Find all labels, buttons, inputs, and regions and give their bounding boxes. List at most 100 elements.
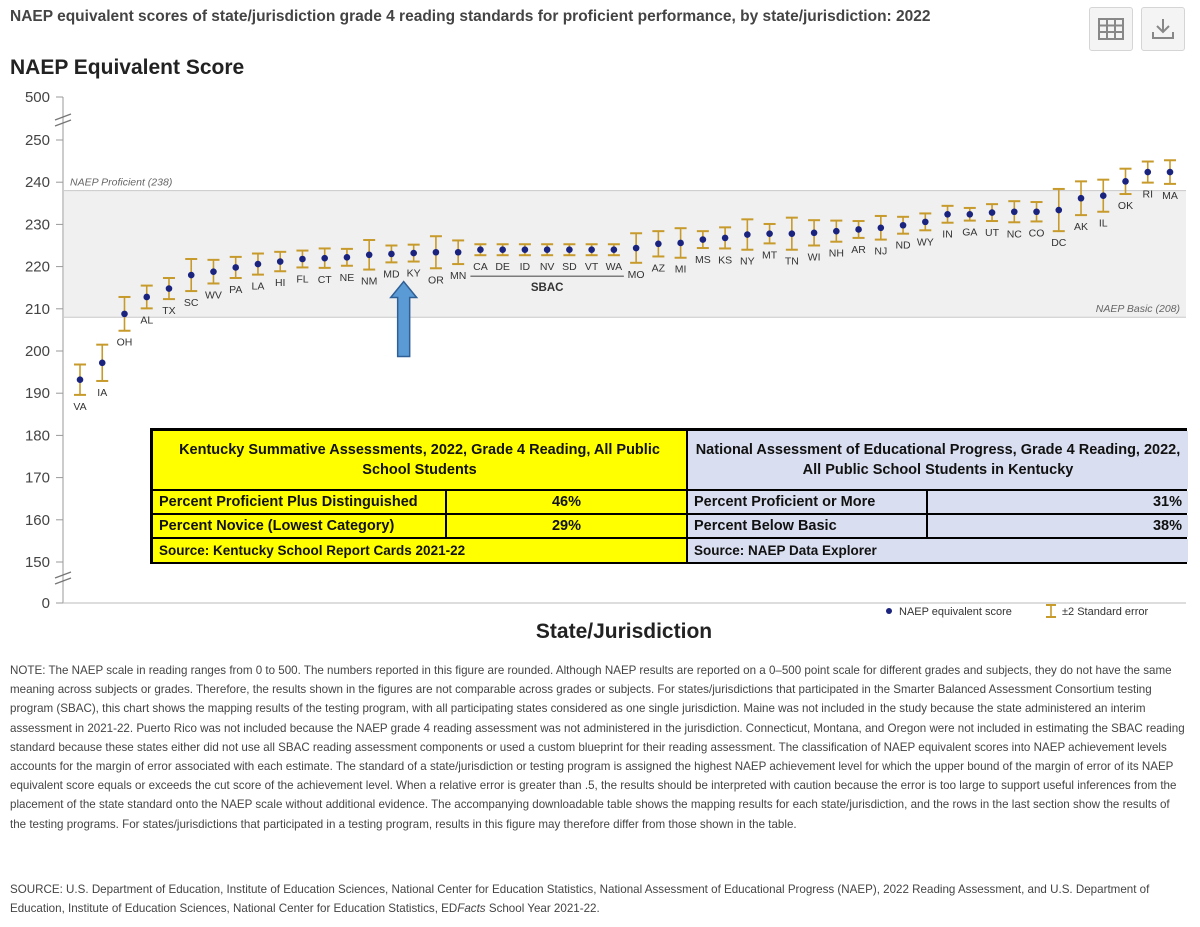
table-row: Percent Proficient or More 31% <box>688 491 1188 513</box>
data-point-oh: OH <box>117 295 133 349</box>
point-marker <box>1077 194 1085 202</box>
x-axis-title: State/Jurisdiction <box>536 620 712 643</box>
y-tick-label: 170 <box>25 470 50 487</box>
naep-basic-label: NAEP Basic (208) <box>1096 303 1180 315</box>
point-marker <box>321 254 328 262</box>
data-point-ms: MS <box>695 230 711 266</box>
data-point-nv: NV <box>540 243 554 273</box>
naep-proficient-label: NAEP Proficient (238) <box>70 177 172 189</box>
data-point-ct: CT <box>318 247 333 286</box>
source-italic: Facts <box>457 902 486 916</box>
point-marker <box>477 246 484 254</box>
data-points: VA IA OH AL TX SC WV PA LA HI FL CT NE NM MD KY OR MN CA DE… <box>73 159 1178 413</box>
naep-row-label: Percent Proficient or More <box>688 491 926 513</box>
data-point-hi: HI <box>274 250 287 289</box>
y-tick-label: 190 <box>25 385 50 402</box>
kentucky-row-label: Percent Proficient Plus Distinguished <box>153 491 445 513</box>
point-marker <box>343 254 351 261</box>
data-point-nj: NJ <box>874 214 887 258</box>
naep-column: National Assessment of Educational Progr… <box>688 431 1188 562</box>
y-tick-label: 0 <box>42 595 50 612</box>
point-marker <box>677 239 684 247</box>
point-marker <box>432 248 440 256</box>
naep-row-value: 31% <box>928 491 1188 513</box>
point-marker <box>1033 208 1040 216</box>
data-point-nh: NH <box>829 219 844 260</box>
data-point-wi: WI <box>808 219 821 264</box>
data-point-wy: WY <box>917 212 934 248</box>
table-row: Percent Novice (Lowest Category) 29% <box>153 515 686 537</box>
data-point-az: AZ <box>652 230 666 274</box>
data-point-ok: OK <box>1118 167 1133 212</box>
point-marker <box>365 251 373 259</box>
source-suffix: School Year 2021-22. <box>485 902 600 916</box>
download-button[interactable] <box>1141 7 1185 51</box>
point-label: LA <box>252 281 265 293</box>
comparison-table: Kentucky Summative Assessments, 2022, Gr… <box>150 428 1188 564</box>
data-point-de: DE <box>495 243 510 273</box>
table-view-button[interactable] <box>1089 7 1133 51</box>
axis-break-mark <box>54 119 72 127</box>
legend-dot <box>886 608 892 614</box>
data-point-or: OR <box>428 235 444 286</box>
data-point-id: ID <box>518 243 531 273</box>
point-marker <box>944 210 951 218</box>
legend-label: ±2 Standard error <box>1062 606 1148 618</box>
point-label: WI <box>808 252 821 264</box>
point-marker <box>988 209 996 216</box>
y-tick-label: 250 <box>25 132 50 149</box>
point-label: CT <box>318 274 333 286</box>
point-marker <box>699 236 707 243</box>
data-point-nm: NM <box>361 239 377 288</box>
kentucky-column: Kentucky Summative Assessments, 2022, Gr… <box>153 431 686 562</box>
kentucky-row-value: 46% <box>447 491 686 513</box>
point-label: ND <box>895 240 911 252</box>
point-label: TN <box>785 256 799 268</box>
point-label: ID <box>520 261 531 273</box>
point-label: UT <box>985 227 1000 239</box>
point-label: NM <box>361 276 377 288</box>
point-marker <box>521 246 529 254</box>
data-point-ar: AR <box>851 220 866 256</box>
data-point-mi: MI <box>674 227 687 276</box>
point-marker <box>254 260 262 268</box>
point-marker <box>187 271 195 279</box>
point-label: OH <box>117 337 133 349</box>
point-label: GA <box>962 227 977 239</box>
point-marker <box>766 230 773 237</box>
y-tick-label: 210 <box>25 301 50 318</box>
point-marker <box>165 285 173 292</box>
point-label: CA <box>473 261 488 273</box>
data-point-sd: SD <box>562 243 577 273</box>
data-point-co: CO <box>1029 201 1045 239</box>
data-point-ut: UT <box>985 203 1000 239</box>
point-marker <box>855 226 862 233</box>
data-point-nc: NC <box>1007 200 1022 240</box>
point-marker <box>833 227 840 235</box>
data-point-ca: CA <box>473 243 488 273</box>
point-label: MD <box>383 268 400 280</box>
y-tick-label: 230 <box>25 216 50 233</box>
data-point-sc: SC <box>184 258 199 309</box>
sbac-label: SBAC <box>531 282 564 294</box>
naep-row-value: 38% <box>928 515 1188 537</box>
data-point-mo: MO <box>628 232 645 281</box>
data-point-ak: AK <box>1074 180 1088 233</box>
point-marker <box>877 224 885 232</box>
kentucky-header: Kentucky Summative Assessments, 2022, Gr… <box>153 431 686 489</box>
point-label: RI <box>1143 189 1154 201</box>
y-tick-label: 500 <box>25 89 50 106</box>
point-label: NY <box>740 256 755 268</box>
point-marker <box>588 246 595 254</box>
point-label: IN <box>942 229 953 241</box>
table-row: Percent Proficient Plus Distinguished 46… <box>153 491 686 513</box>
kentucky-row-label: Percent Novice (Lowest Category) <box>153 515 445 537</box>
point-marker <box>98 359 106 367</box>
point-label: MS <box>695 254 711 266</box>
point-marker <box>810 229 818 237</box>
axis-break-mark <box>54 113 72 121</box>
point-label: CO <box>1029 227 1045 239</box>
point-marker <box>632 244 640 252</box>
point-label: FL <box>296 273 308 285</box>
point-label: SC <box>184 297 199 309</box>
